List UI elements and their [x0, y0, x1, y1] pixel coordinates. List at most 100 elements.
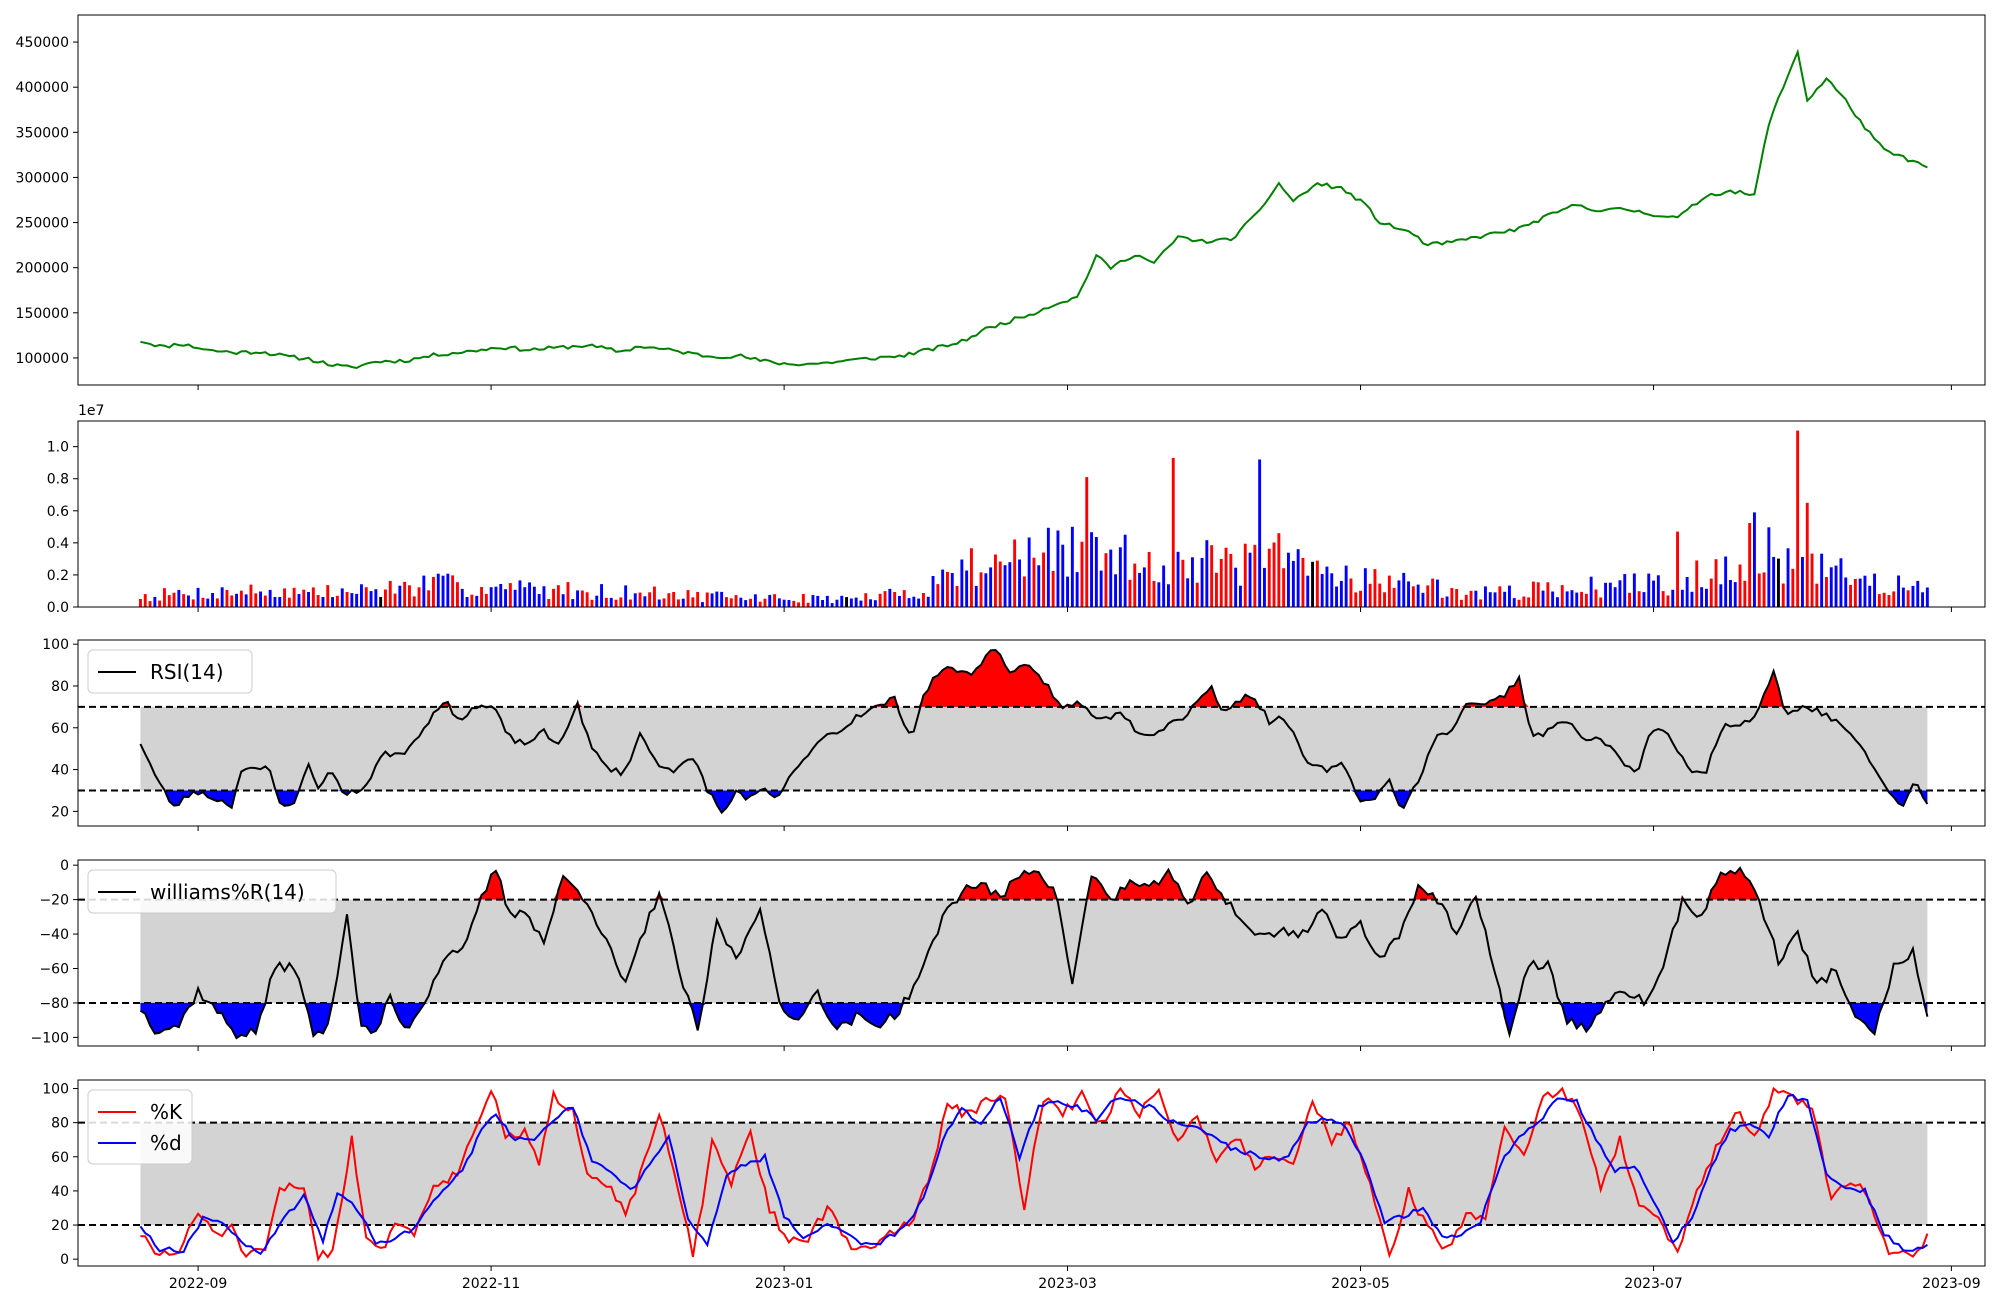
volume-ytick-label: 1.0	[47, 440, 69, 456]
volume-bar	[1032, 557, 1036, 607]
volume-bar	[643, 596, 647, 607]
volume-bar	[1757, 573, 1761, 607]
volume-bar	[1546, 582, 1550, 607]
volume-bar	[1003, 565, 1007, 607]
volume-bar	[1700, 587, 1704, 607]
volume-bar	[1157, 582, 1161, 607]
volume-bar	[1873, 573, 1876, 607]
volume-bar	[345, 592, 349, 607]
volume-bar	[1354, 592, 1358, 607]
volume-bar	[1315, 560, 1319, 607]
volume-bar	[749, 598, 752, 607]
volume-bar	[1392, 587, 1396, 607]
volume-bar	[1565, 591, 1569, 607]
volume-bar	[653, 586, 656, 607]
williams-ytick-label: −20	[39, 893, 69, 909]
volume-bar	[552, 588, 555, 607]
volume-offset-text: 1e7	[78, 403, 104, 419]
williams-panel: 0 −20 −40 −60 −80 −100	[31, 858, 1985, 1046]
volume-bar	[1690, 591, 1694, 607]
williams-ytick-label: 0	[60, 858, 69, 874]
volume-bar	[408, 585, 411, 607]
legend-box	[87, 1089, 193, 1165]
volume-bar	[513, 589, 517, 607]
volume-bar	[297, 594, 301, 607]
volume-bar	[1508, 585, 1511, 607]
volume-bar	[878, 593, 882, 607]
volume-bar	[926, 596, 930, 607]
volume-bar	[432, 576, 435, 607]
volume-bar	[158, 600, 162, 607]
volume-bar	[388, 580, 392, 607]
volume-bar	[1142, 567, 1146, 607]
volume-bar	[1637, 591, 1641, 607]
volume-bar	[873, 600, 877, 607]
volume-bar	[355, 593, 359, 607]
volume-frame	[77, 420, 1986, 608]
volume-bar	[1436, 579, 1439, 607]
williams-ytick-label: −80	[39, 996, 69, 1012]
volume-bar	[1556, 597, 1559, 607]
k-line	[140, 1086, 1929, 1262]
volume-bar	[528, 582, 531, 607]
volume-bar	[571, 599, 575, 607]
volume-bar	[1243, 543, 1247, 607]
volume-bar	[1570, 590, 1574, 607]
volume-bar	[1080, 541, 1084, 607]
volume-bar	[1325, 566, 1329, 607]
volume-bar	[1517, 599, 1521, 607]
volume-bar	[1680, 589, 1684, 607]
volume-bar	[244, 594, 248, 607]
volume-bar	[182, 594, 186, 607]
volume-bar	[1560, 585, 1564, 607]
volume-bar	[1474, 590, 1478, 607]
volume-bar	[326, 585, 330, 607]
volume-bar	[715, 591, 719, 607]
volume-bar	[893, 592, 897, 607]
volume-bar	[1042, 552, 1045, 607]
stochastic-ytick-label: 40	[51, 1184, 69, 1200]
volume-bar	[1075, 572, 1079, 607]
volume-bar	[172, 592, 176, 607]
volume-bar	[1224, 547, 1228, 607]
williams-plot-area	[78, 866, 1985, 1040]
volume-bar	[215, 598, 219, 607]
volume-bar	[1378, 583, 1382, 607]
volume-bar	[1397, 580, 1401, 607]
volume-bar	[1839, 558, 1843, 607]
volume-bar	[191, 599, 195, 607]
rsi-ytick-label: 20	[51, 804, 69, 820]
volume-bar	[1925, 587, 1929, 607]
volume-bar	[1498, 586, 1502, 607]
volume-bar	[1863, 575, 1867, 607]
williams-legend: williams%R(14)	[87, 869, 337, 914]
volume-bar	[393, 593, 397, 607]
volume-bar	[946, 571, 949, 607]
volume-bar	[1733, 582, 1737, 607]
volume-ytick-label: 0.0	[47, 600, 69, 616]
volume-bar	[1133, 563, 1137, 607]
volume-bar	[1652, 580, 1655, 607]
volume-bar	[494, 586, 498, 607]
volume-bar	[1695, 560, 1699, 607]
volume-bar	[1532, 581, 1535, 607]
volume-bar	[331, 597, 334, 607]
volume-bar	[1085, 477, 1089, 607]
volume-bar	[744, 600, 748, 607]
volume-bar	[307, 592, 310, 607]
volume-bar	[1147, 552, 1151, 607]
volume-bar	[888, 588, 892, 607]
volume-bar	[1118, 547, 1122, 607]
williams-frame	[77, 859, 1986, 1047]
volume-bar	[758, 601, 762, 607]
volume-bar	[1738, 564, 1742, 607]
stochastic-ytick-label: 0	[60, 1252, 69, 1268]
rsi-panel: 20 40 60 80 100	[42, 637, 1985, 820]
volume-bar	[1709, 578, 1713, 607]
volume-bar	[936, 584, 940, 607]
volume-bar	[460, 588, 464, 607]
volume-bar	[816, 595, 820, 607]
volume-bar	[1455, 589, 1459, 607]
volume-bar	[1167, 584, 1170, 607]
volume-bar	[340, 588, 344, 607]
